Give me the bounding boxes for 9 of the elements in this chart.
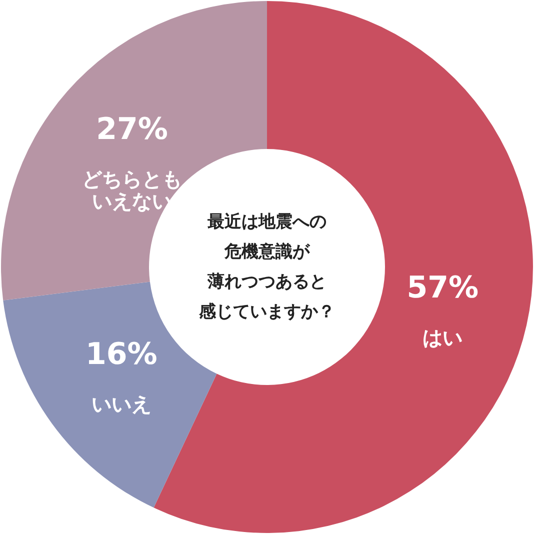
slice-label: いいえ bbox=[91, 392, 152, 416]
data-label: 16% bbox=[85, 336, 158, 372]
data-label: 27% bbox=[96, 112, 168, 147]
slice-label: はい bbox=[422, 325, 463, 350]
text: 最近は地震への bbox=[206, 212, 326, 232]
text: 感じていますか？ bbox=[198, 302, 335, 322]
text: 危機意識が bbox=[224, 242, 310, 262]
data-label: 57% bbox=[406, 270, 479, 306]
text: 薄れつつあると bbox=[206, 272, 326, 292]
